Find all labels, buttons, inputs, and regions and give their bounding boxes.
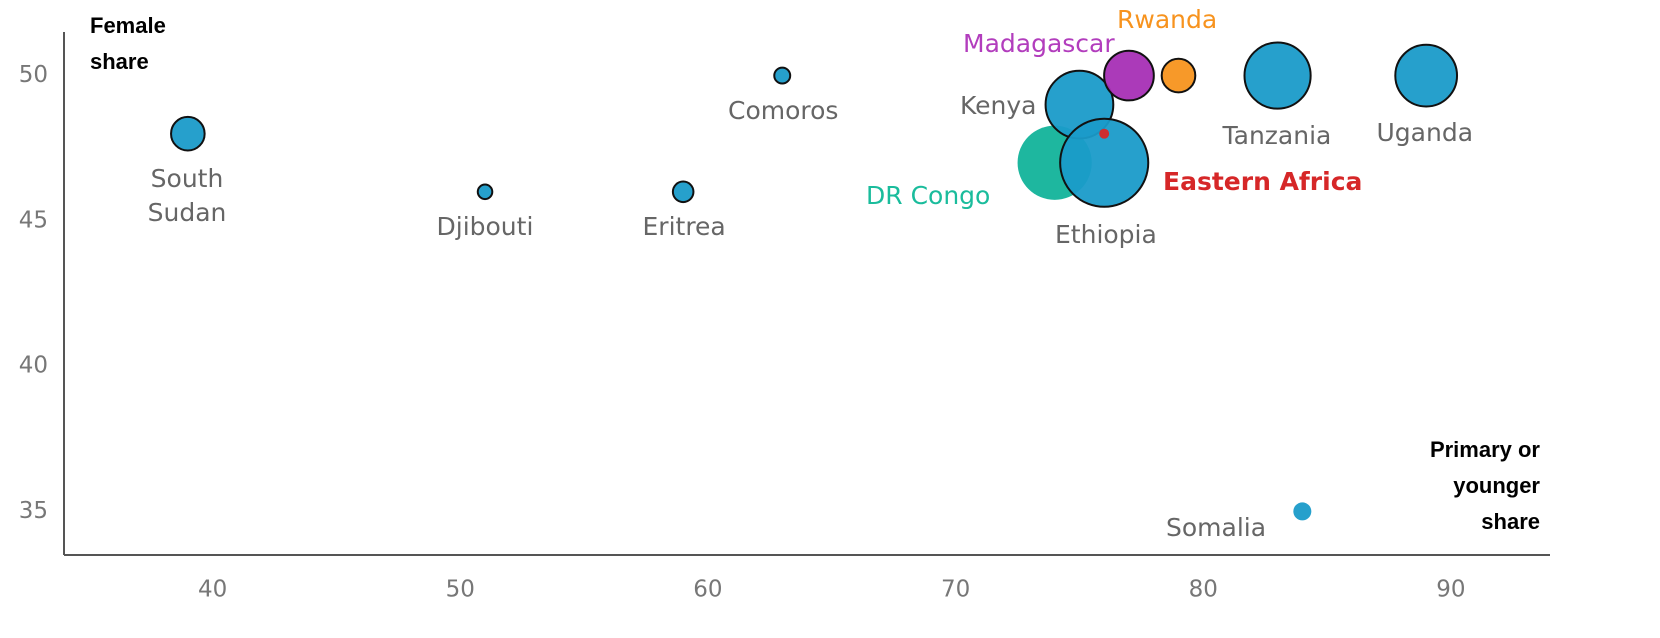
x-axis-label: Primary or younger share: [1429, 437, 1540, 534]
y-tick-label: 35: [19, 498, 48, 524]
bubble: [476, 183, 494, 201]
x-tick-label: 60: [693, 577, 722, 603]
point-label: Eastern Africa: [1163, 167, 1363, 196]
x-tick-label: 80: [1189, 577, 1218, 603]
x-tick-label: 40: [198, 577, 227, 603]
x-tick-label: 70: [941, 577, 970, 603]
bubble: [1103, 49, 1155, 102]
bubble: [773, 66, 792, 85]
point-label: Somalia: [1166, 513, 1267, 542]
y-tick-label: 45: [19, 207, 48, 233]
point-label: Kenya: [960, 91, 1037, 120]
bubble: [1394, 43, 1459, 108]
bubble: [1160, 57, 1197, 94]
bubble: [1243, 41, 1312, 110]
point-label: Comoros: [728, 96, 839, 125]
bubble: [1099, 128, 1110, 139]
bubble: [170, 115, 206, 152]
x-tick-label: 90: [1436, 577, 1465, 603]
y-axis-label: Female share: [90, 13, 166, 74]
bubble: [671, 180, 695, 204]
bubble: [1059, 117, 1150, 208]
point-label: Ethiopia: [1055, 220, 1157, 249]
point-label: Uganda: [1376, 118, 1474, 147]
point-label: Tanzania: [1222, 121, 1332, 150]
bubble: [1293, 502, 1312, 521]
x-tick-label: 50: [446, 577, 475, 603]
y-tick-label: 40: [19, 353, 48, 379]
point-label: Madagascar: [963, 29, 1115, 58]
point-label: Eritrea: [642, 212, 726, 241]
point-label: Djibouti: [436, 212, 534, 241]
point-label: South Sudan: [147, 164, 227, 227]
y-tick-label: 50: [19, 62, 48, 88]
point-label: Rwanda: [1117, 5, 1218, 34]
point-label: DR Congo: [866, 181, 991, 210]
